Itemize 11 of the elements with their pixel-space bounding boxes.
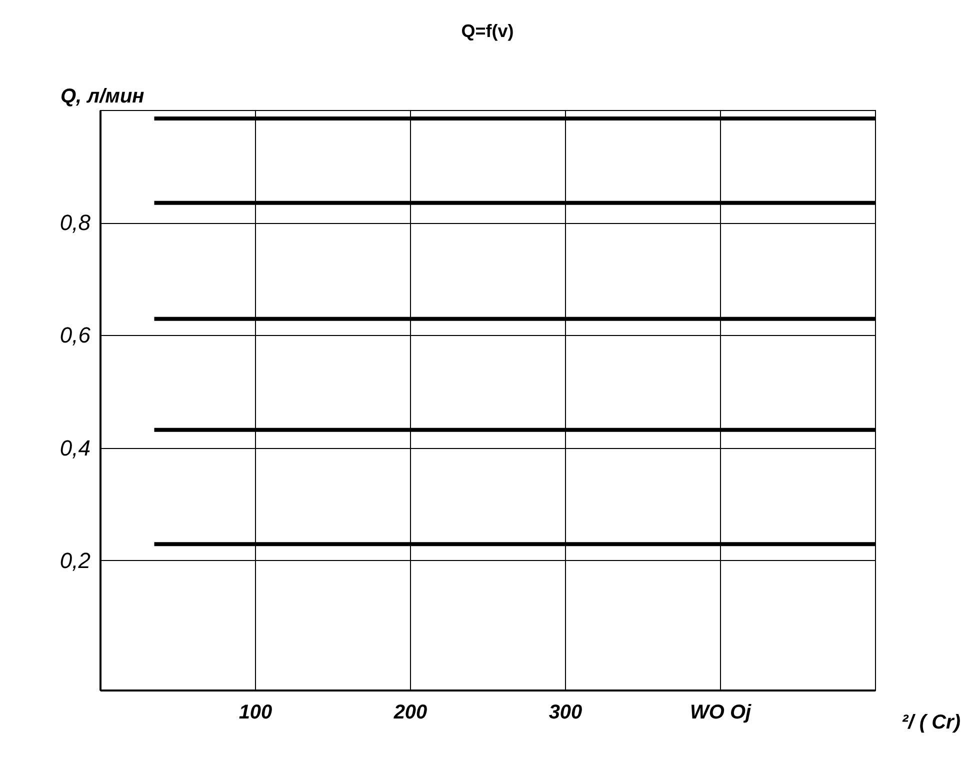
y-axis-title: Q, л/мин — [60, 86, 144, 108]
y-tick-label: 0,8 — [60, 210, 92, 236]
y-tick-label: 0,2 — [60, 548, 90, 573]
chart-title: Q=f(v) — [461, 21, 514, 41]
x-axis-title: ²/ ( Cr) — [902, 712, 961, 734]
y-tick-label: 0,4 — [60, 435, 90, 460]
x-tick-label: 200 — [392, 702, 428, 724]
x-tick-label: WO Oj — [690, 702, 752, 724]
x-tick-label: 100 — [238, 702, 272, 724]
y-tick-label: 0,6 — [60, 322, 92, 348]
x-tick-label: 300 — [548, 702, 582, 724]
